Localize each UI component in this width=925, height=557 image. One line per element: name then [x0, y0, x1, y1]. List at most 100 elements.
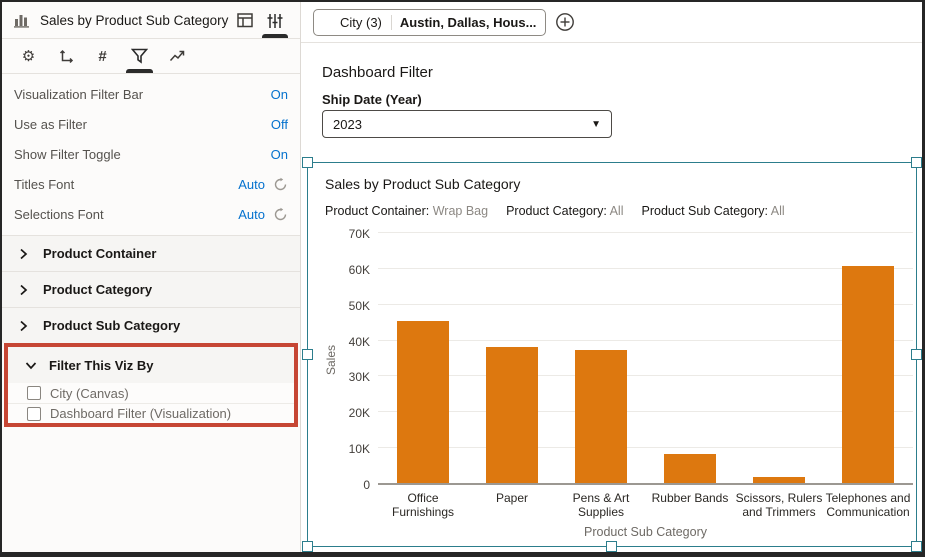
bar-chart-icon: [14, 13, 31, 28]
bar-paper[interactable]: [486, 347, 538, 483]
y-axis-tick-label: 70K: [348, 227, 370, 241]
grid-icon: [236, 12, 254, 28]
y-axis-tick-label: 50K: [348, 298, 370, 313]
x-axis-title: Product Sub Category: [584, 525, 707, 539]
viz-properties-panel: Sales by Product Sub Category: [2, 2, 301, 552]
gear-icon: ⚙: [21, 47, 36, 65]
filter-pill-label: City (3): [340, 14, 382, 30]
checkbox-label: City (Canvas): [50, 385, 129, 401]
font-reset-icon[interactable]: [273, 177, 288, 192]
panel-section: Product Sub Category: [2, 307, 300, 343]
section-label: Product Sub Category: [43, 318, 181, 333]
resize-handle-mid-left[interactable]: [302, 348, 313, 360]
property-value[interactable]: On: [270, 146, 288, 162]
bar-chart-visualization[interactable]: Sales by Product Sub Category Product Co…: [302, 157, 922, 552]
bar-telephones-and-communication[interactable]: [842, 266, 894, 483]
filter-checkbox-row[interactable]: Dashboard Filter (Visualization): [8, 403, 294, 423]
filter-label: Product Sub Category:: [641, 204, 771, 218]
viz-filter-segment[interactable]: Product Category: All: [506, 204, 623, 218]
viz-filter-segment[interactable]: Product Container: Wrap Bag: [325, 204, 488, 218]
section-label: Product Container: [43, 246, 157, 261]
resize-handle-bottom-left[interactable]: [302, 541, 313, 552]
y-axis-tick-label: 40K: [348, 334, 370, 349]
property-value[interactable]: On: [270, 86, 288, 102]
funnel-icon: [131, 48, 148, 64]
resize-handle-mid-right[interactable]: [911, 348, 922, 360]
panel-header: Sales by Product Sub Category: [2, 2, 300, 39]
filter-value: Wrap Bag: [432, 204, 489, 218]
chevron-right-icon: [19, 320, 31, 332]
gridline: [378, 303, 913, 305]
property-row[interactable]: Show Filter Toggle On: [2, 139, 300, 169]
section-header[interactable]: Product Container: [2, 235, 300, 271]
gridline: [378, 447, 913, 449]
x-axis-category-label: Pens & Art Supplies: [572, 491, 630, 519]
bar-scissors-rulers-and-trimmers[interactable]: [753, 477, 805, 483]
canvas-filter-bar: City (3) Austin, Dallas, Hous...: [301, 2, 922, 43]
property-value[interactable]: Auto: [238, 176, 265, 192]
dashboard-filter-title: Dashboard Filter: [322, 64, 433, 81]
section-label: Filter This Viz By: [49, 357, 154, 373]
checkbox[interactable]: [27, 386, 41, 400]
x-axis-category-label: Telephones and Communication: [825, 491, 911, 519]
filter-checkbox-row[interactable]: City (Canvas): [8, 383, 294, 403]
viz-filter-bar: Product Container: Wrap Bag Product Categ…: [325, 204, 785, 218]
chevron-down-icon: ▼: [591, 118, 601, 130]
x-axis-category-label: Rubber Bands: [651, 491, 729, 505]
gridline: [378, 232, 913, 233]
section-header[interactable]: Filter This Viz By: [8, 347, 294, 383]
ship-date-value: 2023: [333, 116, 362, 132]
y-axis-tick-label: 0: [363, 478, 370, 492]
font-reset-icon[interactable]: [273, 207, 288, 222]
property-label: Titles Font: [14, 176, 75, 192]
pill-divider: [390, 14, 392, 30]
property-row[interactable]: Titles Font Auto: [2, 169, 300, 199]
y-axis-tick-label: 10K: [348, 442, 370, 457]
resize-handle-top-right[interactable]: [911, 157, 922, 168]
bar-rubber-bands[interactable]: [664, 454, 716, 483]
grammar-panel-tab[interactable]: [230, 2, 260, 38]
viz-title: Sales by Product Sub Category: [325, 176, 521, 192]
properties-tab-strip: ⚙ #: [2, 39, 300, 74]
gridline: [378, 375, 913, 377]
axes-tab[interactable]: [47, 39, 84, 73]
resize-handle-bottom-right[interactable]: [911, 541, 922, 552]
property-value[interactable]: Off: [270, 116, 288, 132]
add-filter-button[interactable]: [555, 12, 575, 32]
checkbox[interactable]: [27, 406, 41, 421]
panel-section-highlighted: Filter This Viz By City (Canvas) Dashboard…: [4, 343, 298, 427]
property-value[interactable]: Auto: [238, 206, 265, 222]
values-tab[interactable]: #: [84, 39, 121, 73]
y-axis-tick-label: 20K: [348, 406, 370, 421]
properties-panel-tab[interactable]: [260, 2, 290, 38]
property-row[interactable]: Visualization Filter Bar On: [2, 79, 300, 109]
filter-label: Product Container:: [325, 204, 433, 218]
property-row[interactable]: Selections Font Auto: [2, 199, 300, 229]
x-axis-category-label: Paper: [495, 491, 529, 505]
general-tab[interactable]: ⚙: [10, 39, 47, 73]
resize-handle-bottom-center[interactable]: [606, 541, 617, 552]
filters-tab[interactable]: [121, 39, 158, 73]
gridline: [378, 411, 913, 413]
chevron-right-icon: [19, 248, 31, 260]
section-header[interactable]: Product Sub Category: [2, 307, 300, 343]
property-row[interactable]: Use as Filter Off: [2, 109, 300, 139]
property-label: Show Filter Toggle: [14, 146, 121, 162]
city-filter-pill[interactable]: City (3) Austin, Dallas, Hous...: [313, 8, 546, 36]
property-label: Selections Font: [14, 206, 104, 222]
bar-office-furnishings[interactable]: [397, 321, 449, 483]
ship-date-dropdown[interactable]: 2023 ▼: [322, 110, 612, 138]
section-header[interactable]: Product Category: [2, 271, 300, 307]
bar-pens-art-supplies[interactable]: [575, 350, 627, 483]
filter-item-list: City (Canvas) Dashboard Filter (Visualiza…: [8, 383, 294, 423]
analytics-tab[interactable]: [158, 39, 195, 73]
section-label: Product Category: [43, 282, 153, 297]
y-axis-tick-label: 60K: [348, 262, 370, 277]
canvas-area: City (3) Austin, Dallas, Hous... Dashboa…: [301, 2, 922, 552]
resize-handle-top-left[interactable]: [302, 157, 313, 168]
filter-value: All: [770, 204, 785, 218]
gridline: [378, 339, 913, 341]
viz-filter-segment[interactable]: Product Sub Category: All: [642, 204, 785, 218]
y-axis-tick-label: 30K: [348, 370, 370, 385]
